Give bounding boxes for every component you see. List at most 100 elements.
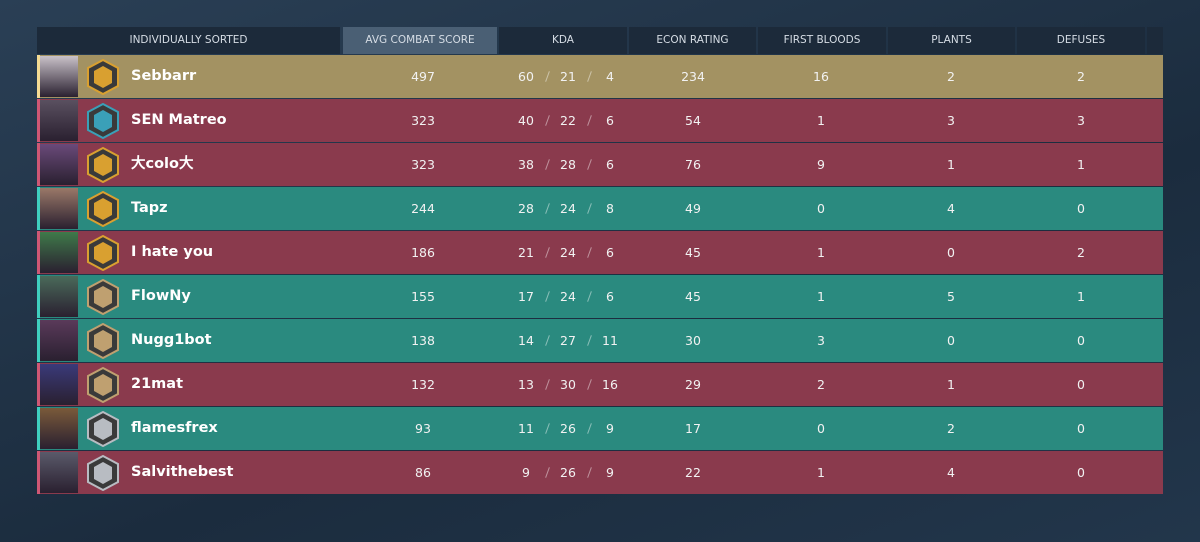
kda-separator	[545, 159, 550, 170]
player-row: FlowNy 155 45 1 5 1 17 24 6	[37, 275, 1163, 318]
first-bloods: 9	[817, 157, 825, 172]
rank-icon	[87, 103, 119, 139]
kda-value: 11	[602, 333, 618, 348]
first-bloods: 1	[817, 465, 825, 480]
kda-separator	[545, 467, 550, 478]
kda-separator	[545, 291, 550, 302]
econ-rating: 234	[681, 69, 705, 84]
kda-value: 4	[606, 69, 614, 84]
kda-separator	[587, 423, 592, 434]
plants: 4	[947, 201, 955, 216]
kda-separator	[587, 115, 592, 126]
kda-value: 24	[560, 245, 576, 260]
rank-icon	[87, 59, 119, 95]
kda-value: 27	[560, 333, 576, 348]
kda-value: 40	[518, 113, 534, 128]
agent-portrait	[40, 144, 78, 185]
combat-score: 244	[411, 201, 435, 216]
defuses: 2	[1077, 245, 1085, 260]
player-row: SEN Matreo 323 54 1 3 3 40 22 6	[37, 99, 1163, 142]
kda-separator	[545, 423, 550, 434]
rank-icon	[87, 323, 119, 359]
first-bloods: 3	[817, 333, 825, 348]
player-row: flamesfrex 93 17 0 2 0 11 26 9	[37, 407, 1163, 450]
player-row: I hate you 186 45 1 0 2 21 24 6	[37, 231, 1163, 274]
player-name: SEN Matreo	[131, 112, 227, 128]
kda-separator	[587, 291, 592, 302]
team-stripe	[37, 363, 40, 406]
econ-rating: 30	[685, 333, 701, 348]
kda-separator	[545, 379, 550, 390]
econ-rating: 22	[685, 465, 701, 480]
plants: 3	[947, 113, 955, 128]
player-row: Nugg1bot 138 30 3 0 0 14 27 11	[37, 319, 1163, 362]
kda-value: 9	[606, 465, 614, 480]
econ-rating: 45	[685, 289, 701, 304]
kda-separator	[545, 203, 550, 214]
player-row: 21mat 132 29 2 1 0 13 30 16	[37, 363, 1163, 406]
agent-portrait	[40, 232, 78, 273]
rank-icon	[87, 279, 119, 315]
kda-value: 22	[560, 113, 576, 128]
econ-rating: 29	[685, 377, 701, 392]
agent-portrait	[40, 56, 78, 97]
combat-score: 497	[411, 69, 435, 84]
defuses: 3	[1077, 113, 1085, 128]
kda-value: 26	[560, 421, 576, 436]
econ-rating: 49	[685, 201, 701, 216]
kda-value: 6	[606, 157, 614, 172]
kda-separator	[587, 159, 592, 170]
first-bloods: 2	[817, 377, 825, 392]
rank-icon	[87, 411, 119, 447]
kda-value: 24	[560, 289, 576, 304]
plants: 1	[947, 377, 955, 392]
team-stripe	[37, 143, 40, 186]
agent-portrait	[40, 364, 78, 405]
kda-value: 16	[602, 377, 618, 392]
kda-separator	[587, 71, 592, 82]
kda-value: 6	[606, 113, 614, 128]
kda-separator	[587, 467, 592, 478]
player-row: 大colo大 323 76 9 1 1 38 28 6	[37, 143, 1163, 186]
plants: 1	[947, 157, 955, 172]
kda-separator	[545, 71, 550, 82]
kda-value: 24	[560, 201, 576, 216]
kda-separator	[545, 115, 550, 126]
kda-value: 28	[518, 201, 534, 216]
player-name: Tapz	[131, 200, 168, 216]
plants: 2	[947, 421, 955, 436]
kda-value: 14	[518, 333, 534, 348]
combat-score: 155	[411, 289, 435, 304]
column-header: ECON RATING	[629, 27, 756, 54]
kda-value: 9	[522, 465, 530, 480]
defuses: 2	[1077, 69, 1085, 84]
plants: 4	[947, 465, 955, 480]
player-name: Salvithebest	[131, 464, 234, 480]
combat-score: 186	[411, 245, 435, 260]
kda-value: 6	[606, 245, 614, 260]
combat-score: 132	[411, 377, 435, 392]
kda-value: 9	[606, 421, 614, 436]
header-filler	[1147, 27, 1163, 54]
defuses: 0	[1077, 377, 1085, 392]
first-bloods: 1	[817, 113, 825, 128]
kda-value: 26	[560, 465, 576, 480]
column-header: AVG COMBAT SCORE	[343, 27, 497, 54]
player-name: flamesfrex	[131, 420, 218, 436]
kda-separator	[545, 335, 550, 346]
kda-value: 21	[560, 69, 576, 84]
player-row: Sebbarr 497 234 16 2 2 60 21 4	[37, 55, 1163, 98]
player-name: I hate you	[131, 244, 214, 260]
combat-score: 323	[411, 157, 435, 172]
player-row: Salvithebest 86 22 1 4 0 9 26 9	[37, 451, 1163, 494]
defuses: 1	[1077, 157, 1085, 172]
agent-portrait	[40, 276, 78, 317]
column-header: PLANTS	[888, 27, 1015, 54]
rank-icon	[87, 367, 119, 403]
combat-score: 323	[411, 113, 435, 128]
column-header: INDIVIDUALLY SORTED	[37, 27, 340, 54]
column-header: DEFUSES	[1017, 27, 1145, 54]
agent-portrait	[40, 320, 78, 361]
combat-score: 138	[411, 333, 435, 348]
